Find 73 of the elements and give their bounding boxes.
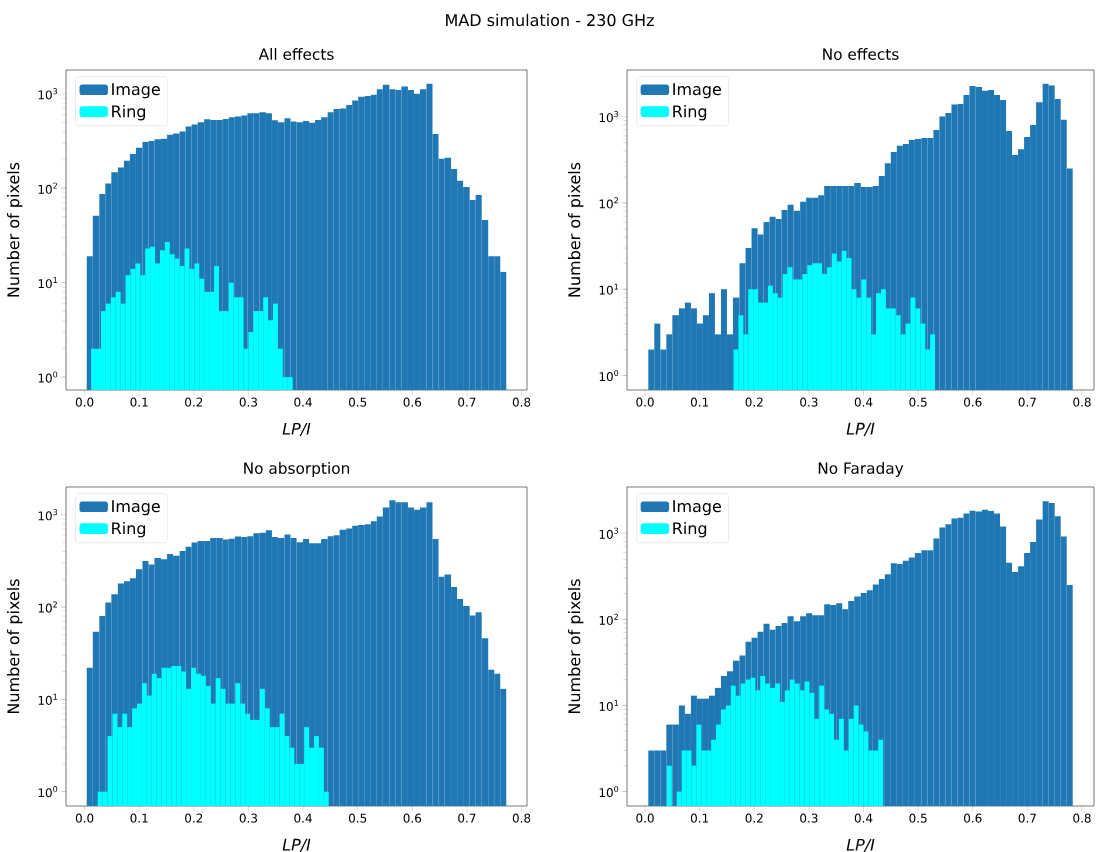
y-tick-label: 10$^{3}$ [599, 527, 619, 539]
x-tick-label: 0.0 [75, 813, 94, 823]
x-tick-label: 0.3 [800, 813, 818, 823]
x-axis-title: LP/I [282, 422, 311, 437]
x-tick-label: 0.6 [403, 813, 422, 823]
x-tick-label: 0.6 [964, 813, 982, 823]
legend-label: Ring [112, 521, 146, 538]
x-tick-label: 0.1 [130, 813, 148, 823]
y-tick-label: 10$^{3}$ [38, 509, 58, 521]
chart-title: No absorption [244, 462, 350, 477]
y-tick-label: 10$^{0}$ [599, 785, 619, 798]
x-tick-label: 0.3 [239, 397, 258, 407]
y-tick-label: 10$^{0}$ [38, 786, 58, 798]
x-tick-label: 0.6 [964, 397, 982, 407]
chart-title: No effects [823, 48, 899, 60]
x-tick-label: 0.6 [403, 397, 422, 407]
x-tick-label: 0.8 [1073, 813, 1091, 823]
x-tick-label: 0.0 [75, 397, 94, 407]
legend-label: Image [673, 83, 721, 99]
y-tick-label: 10$^{1}$ [38, 277, 57, 289]
legend-label: Ring [673, 104, 707, 121]
legend-label: Ring [112, 104, 146, 121]
x-tick-label: 0.7 [1018, 813, 1036, 823]
x-tick-label: 0.2 [185, 397, 203, 407]
x-tick-label: 0.4 [854, 813, 873, 823]
y-tick-label: 10$^{2}$ [599, 197, 618, 209]
x-tick-label: 0.5 [348, 813, 367, 823]
y-axis-title: Number of pixels [567, 162, 584, 297]
x-tick-label: 0.2 [745, 397, 763, 407]
x-tick-label: 0.7 [1018, 397, 1036, 407]
y-tick-label: 10$^{1}$ [38, 693, 57, 705]
x-tick-label: 0.8 [512, 397, 531, 407]
x-tick-label: 0.2 [745, 813, 763, 823]
y-tick-label: 10$^{3}$ [38, 88, 58, 100]
y-axis-title: Number of pixels [6, 162, 23, 297]
y-tick-label: 10$^{1}$ [599, 699, 618, 712]
x-tick-label: 0.3 [800, 397, 818, 407]
legend-label: Image [112, 83, 160, 99]
x-tick-label: 0.0 [636, 397, 654, 407]
x-axis-title: LP/I [282, 838, 311, 852]
x-tick-label: 0.4 [854, 397, 873, 407]
y-tick-label: 10$^{2}$ [38, 182, 57, 194]
x-tick-label: 0.3 [239, 813, 258, 823]
x-tick-label: 0.0 [636, 813, 654, 823]
x-axis-title: LP/I [846, 422, 875, 437]
x-tick-label: 0.2 [185, 813, 203, 823]
chart-title: All effects [258, 48, 334, 60]
x-tick-label: 0.4 [294, 813, 312, 823]
x-tick-label: 0.5 [909, 397, 927, 407]
y-tick-label: 10$^{2}$ [599, 613, 618, 625]
chart-title: No Faraday [818, 462, 904, 477]
x-tick-label: 0.4 [294, 397, 312, 407]
y-axis-title: Number of pixels [6, 579, 23, 713]
x-tick-label: 0.5 [348, 397, 367, 407]
x-tick-label: 0.1 [690, 813, 709, 823]
legend-label: Image [673, 500, 721, 516]
x-tick-label: 0.7 [458, 397, 476, 407]
y-tick-label: 10$^{1}$ [599, 283, 618, 295]
legend-label: Image [112, 500, 160, 516]
x-tick-label: 0.1 [130, 397, 148, 407]
text: MAD simulation - 230 GHz [446, 13, 654, 27]
x-tick-label: 0.5 [909, 813, 927, 823]
y-tick-label: 10$^{0}$ [599, 369, 619, 382]
y-axis-title: Number of pixels [567, 579, 584, 713]
y-tick-label: 10$^{0}$ [38, 371, 58, 383]
x-tick-label: 0.7 [458, 813, 476, 823]
x-tick-label: 0.8 [1073, 397, 1091, 407]
y-tick-label: 10$^{2}$ [38, 601, 57, 613]
x-tick-label: 0.1 [690, 397, 709, 407]
legend-label: Ring [673, 521, 707, 538]
y-tick-label: 10$^{3}$ [599, 111, 619, 123]
x-axis-title: LP/I [846, 838, 875, 852]
x-tick-label: 0.8 [512, 813, 531, 823]
